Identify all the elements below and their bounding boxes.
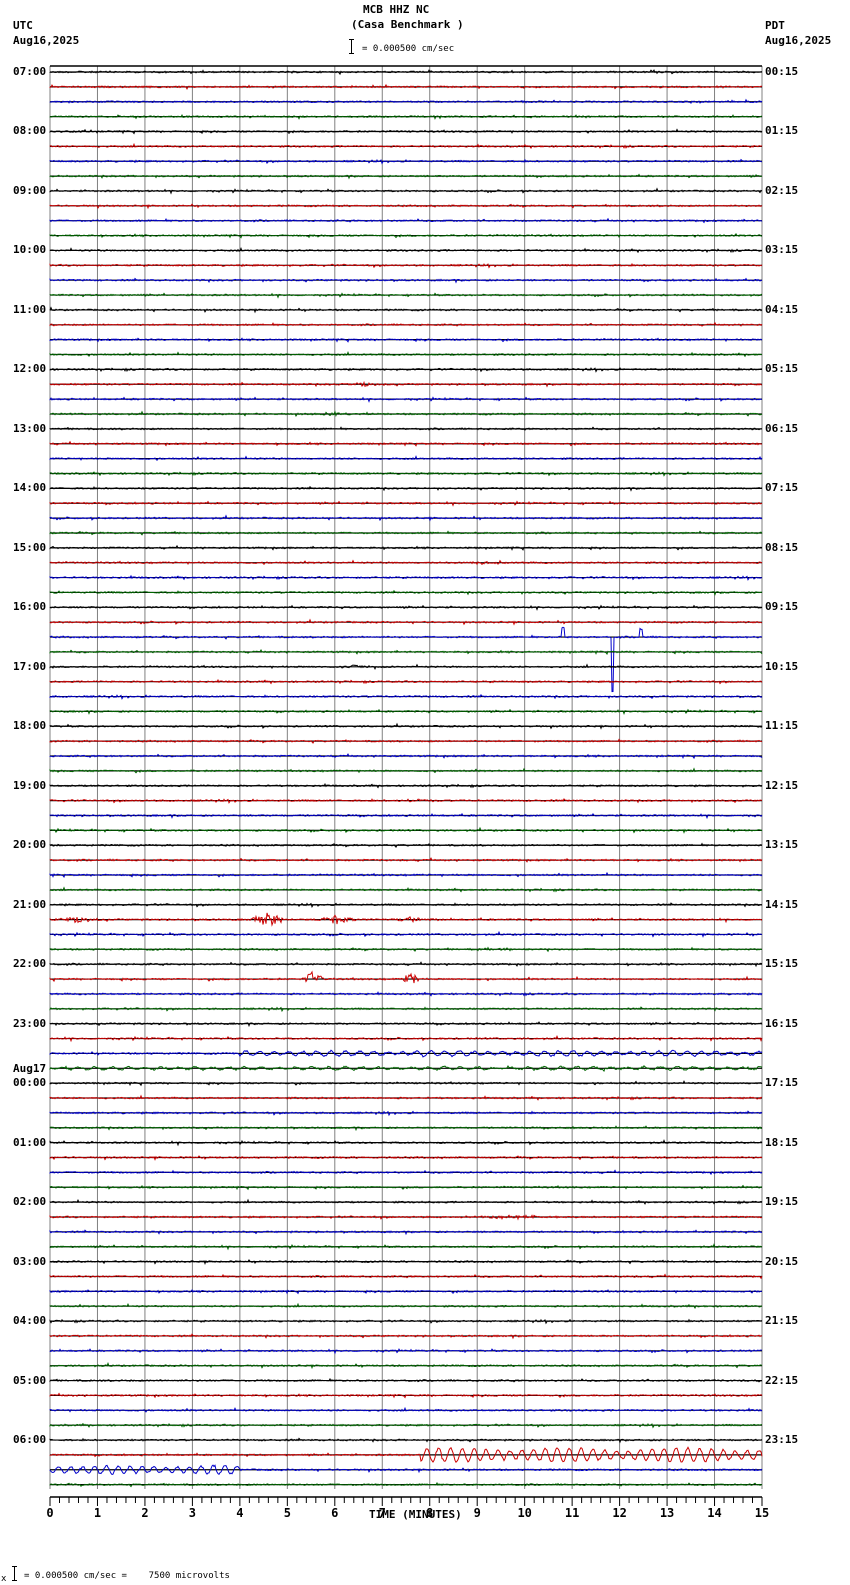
utc-time-label: 10:00 [13, 243, 47, 257]
pdt-time-label: 09:15 [765, 600, 799, 614]
pdt-time-label: 19:15 [765, 1195, 799, 1209]
svg-text:6: 6 [331, 1506, 338, 1520]
utc-time-label: 19:00 [13, 778, 47, 792]
svg-text:12: 12 [612, 1506, 626, 1520]
utc-time-label: 03:00 [13, 1254, 47, 1268]
x-axis-title: TIME (MINUTES) [369, 1508, 462, 1521]
utc-time-label: 01:00 [13, 1135, 47, 1149]
utc-time-label: 11:00 [13, 302, 47, 316]
pdt-time-label: 11:15 [765, 719, 799, 733]
scale-bar-icon [349, 39, 357, 54]
pdt-time-label: 16:15 [765, 1016, 799, 1030]
utc-time-label: 07:00 [13, 65, 47, 78]
footer-scale-bar-icon [12, 1566, 20, 1581]
svg-text:7: 7 [379, 1506, 386, 1520]
pdt-time-label: 02:15 [765, 183, 799, 197]
svg-text:2: 2 [141, 1506, 148, 1520]
svg-text:14: 14 [707, 1506, 721, 1520]
svg-text:3: 3 [189, 1506, 196, 1520]
svg-text:4: 4 [236, 1506, 243, 1520]
utc-time-label: 15:00 [13, 540, 47, 554]
utc-time-label: 16:00 [13, 600, 47, 614]
footer-scale-text: = 0.000500 cm/sec = 7500 microvolts [24, 1571, 230, 1581]
left-date: Aug16,2025 [13, 34, 80, 47]
right-timezone: PDT [765, 19, 785, 32]
svg-text:13: 13 [660, 1506, 674, 1520]
site-name: (Casa Benchmark ) [351, 18, 464, 31]
svg-text:5: 5 [284, 1506, 291, 1520]
utc-time-label: 18:00 [13, 719, 47, 733]
svg-text:1: 1 [94, 1506, 101, 1520]
footer-prefix: x [1, 1574, 7, 1584]
pdt-time-label: 03:15 [765, 243, 799, 257]
pdt-time-label: 05:15 [765, 362, 799, 376]
utc-time-label: 14:00 [13, 481, 47, 495]
utc-time-label: 04:00 [13, 1314, 47, 1328]
pdt-time-label: 13:15 [765, 838, 799, 852]
svg-text:8: 8 [426, 1506, 433, 1520]
pdt-time-label: 04:15 [765, 302, 799, 316]
svg-text:15: 15 [755, 1506, 769, 1520]
pdt-time-label: 18:15 [765, 1135, 799, 1149]
pdt-time-label: 15:15 [765, 957, 799, 971]
pdt-time-label: 00:15 [765, 65, 799, 78]
pdt-time-label: 07:15 [765, 481, 799, 495]
utc-time-label: 17:00 [13, 659, 47, 673]
pdt-time-label: 12:15 [765, 778, 799, 792]
right-date: Aug16,2025 [765, 34, 832, 47]
utc-time-label: 20:00 [13, 838, 47, 852]
pdt-time-label: 23:15 [765, 1433, 799, 1447]
utc-time-label: 21:00 [13, 897, 47, 911]
utc-time-label: 12:00 [13, 362, 47, 376]
utc-time-label: 22:00 [13, 957, 47, 971]
pdt-time-label: 22:15 [765, 1373, 799, 1387]
pdt-time-label: 14:15 [765, 897, 799, 911]
station-title: MCB HHZ NC [363, 3, 430, 16]
utc-time-label: 13:00 [13, 421, 47, 435]
utc-time-label: 02:00 [13, 1195, 47, 1209]
pdt-time-label: 10:15 [765, 659, 799, 673]
utc-time-label: 09:00 [13, 183, 47, 197]
utc-time-label: 23:00 [13, 1016, 47, 1030]
utc-time-label: 05:00 [13, 1373, 47, 1387]
pdt-time-label: 20:15 [765, 1254, 799, 1268]
utc-time-label: 06:00 [13, 1433, 47, 1447]
pdt-time-label: 01:15 [765, 124, 799, 138]
svg-text:9: 9 [474, 1506, 481, 1520]
date-label: Aug17 [13, 1062, 47, 1076]
scale-text: = 0.000500 cm/sec [362, 44, 455, 54]
svg-text:11: 11 [565, 1506, 579, 1520]
svg-text:10: 10 [517, 1506, 531, 1520]
pdt-time-label: 21:15 [765, 1314, 799, 1328]
pdt-time-label: 06:15 [765, 421, 799, 435]
pdt-time-label: 17:15 [765, 1076, 799, 1090]
pdt-time-label: 08:15 [765, 540, 799, 554]
utc-time-label: 08:00 [13, 124, 47, 138]
utc-time-label: 00:00 [13, 1076, 47, 1090]
svg-text:0: 0 [46, 1506, 53, 1520]
left-timezone: UTC [13, 19, 33, 32]
